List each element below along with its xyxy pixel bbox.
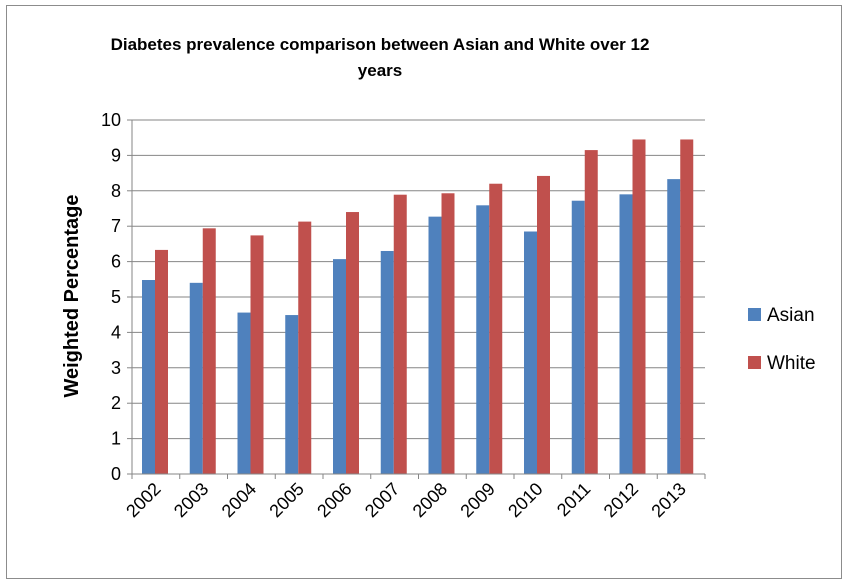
y-tick-label: 4 xyxy=(111,322,121,342)
bar-white-2002 xyxy=(155,249,168,474)
y-tick-label: 5 xyxy=(111,287,121,307)
bar-asian-2012 xyxy=(619,194,633,474)
bar-asian-2013 xyxy=(667,179,681,475)
bar-white-2010 xyxy=(537,175,550,474)
bar-white-2009 xyxy=(489,183,503,474)
x-tick-label: 2011 xyxy=(553,479,595,521)
legend-label-white: White xyxy=(767,353,816,374)
legend-swatch-white xyxy=(748,356,761,369)
y-tick-label: 2 xyxy=(111,393,121,413)
bar-white-2013 xyxy=(680,139,694,474)
legend-label-asian: Asian xyxy=(767,305,815,326)
bar-white-2004 xyxy=(250,235,264,474)
y-tick-label: 6 xyxy=(111,252,121,272)
x-tick-label: 2002 xyxy=(122,479,164,521)
bar-asian-2006 xyxy=(333,259,346,474)
chart-title: Diabetes prevalence comparison between A… xyxy=(110,35,650,80)
y-tick-label: 0 xyxy=(111,464,121,484)
x-tick-label: 2010 xyxy=(504,479,546,521)
bar-asian-2010 xyxy=(524,231,537,474)
bar-asian-2009 xyxy=(476,205,490,474)
x-tick-label: 2006 xyxy=(313,479,355,521)
bar-white-2008 xyxy=(441,193,455,474)
bar-white-2011 xyxy=(584,150,598,474)
y-tick-label: 9 xyxy=(111,145,121,165)
x-tick-label: 2003 xyxy=(170,479,212,521)
bar-white-2005 xyxy=(298,221,312,474)
y-axis-title: Weighted Percentage xyxy=(61,194,83,397)
bar-asian-2011 xyxy=(571,200,585,474)
x-tick-label: 2007 xyxy=(361,479,403,521)
bar-asian-2002 xyxy=(142,280,155,474)
x-tick-label: 2004 xyxy=(218,479,260,521)
bar-asian-2007 xyxy=(380,250,394,474)
y-tick-label: 3 xyxy=(111,358,121,378)
bar-asian-2005 xyxy=(285,315,299,474)
y-tick-label: 8 xyxy=(111,181,121,201)
y-tick-label: 7 xyxy=(111,216,121,236)
bar-white-2006 xyxy=(346,212,359,475)
bar-asian-2003 xyxy=(189,282,203,474)
x-tick-label: 2009 xyxy=(456,479,498,521)
x-tick-label: 2012 xyxy=(600,479,642,521)
x-tick-label: 2005 xyxy=(265,479,307,521)
bar-white-2003 xyxy=(202,228,216,474)
y-tick-label: 10 xyxy=(101,110,121,130)
bar-white-2012 xyxy=(632,139,646,474)
bar-asian-2008 xyxy=(428,216,442,474)
y-tick-label: 1 xyxy=(111,429,121,449)
x-tick-label: 2013 xyxy=(647,479,689,521)
x-tick-label: 2008 xyxy=(409,479,451,521)
bar-white-2007 xyxy=(393,194,407,474)
legend-swatch-asian xyxy=(748,308,761,321)
bar-asian-2004 xyxy=(237,312,251,474)
